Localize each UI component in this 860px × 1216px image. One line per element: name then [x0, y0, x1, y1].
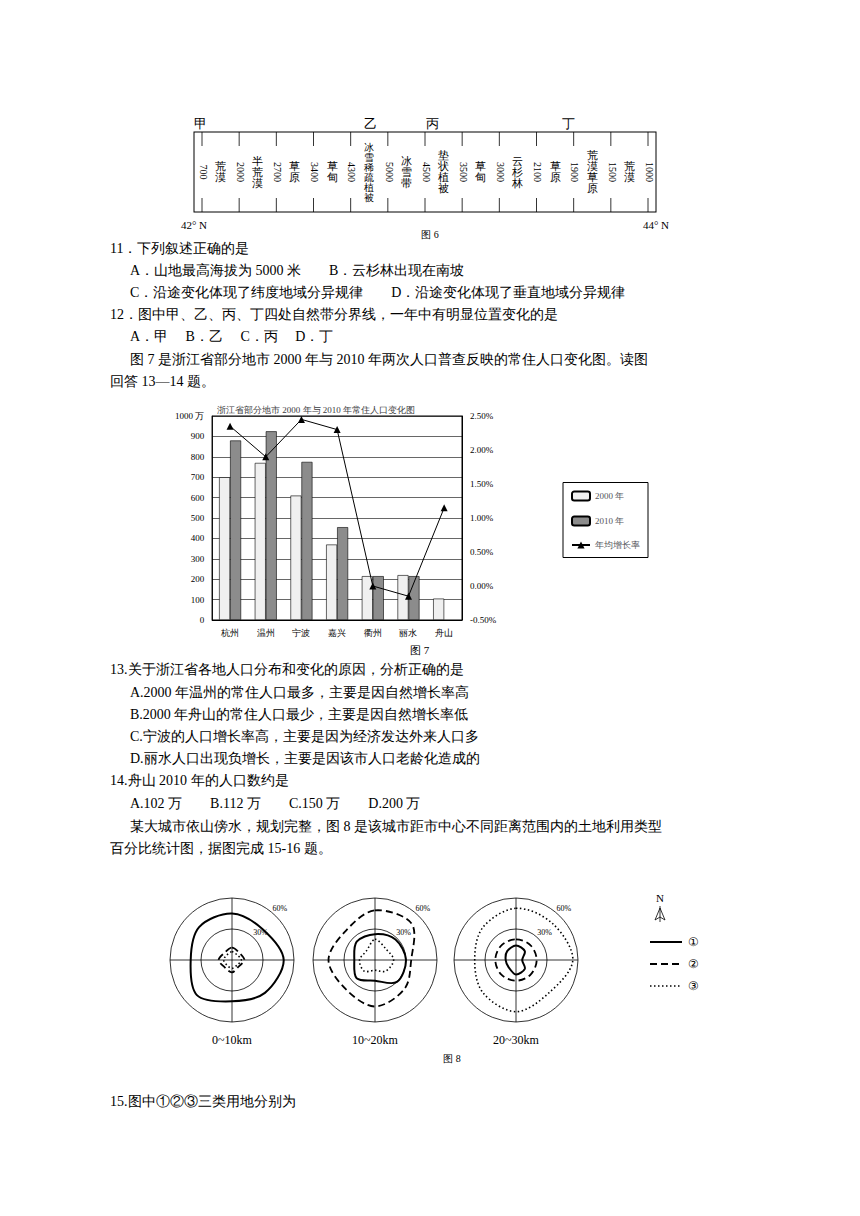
svg-text:1000 万: 1000 万 — [175, 411, 204, 421]
svg-text:丽水: 丽水 — [399, 628, 417, 638]
svg-text:60%: 60% — [556, 904, 571, 913]
svg-text:衢州: 衢州 — [364, 628, 382, 638]
html-text:A.2000 年温州的常住人口最多，主要是因自然增长率高: A.2000 年温州的常住人口最多，主要是因自然增长率高 — [130, 685, 470, 700]
svg-text:10~20km: 10~20km — [352, 1033, 398, 1047]
svg-text:30%: 30% — [396, 928, 411, 937]
svg-text:700: 700 — [191, 472, 205, 482]
svg-text:N: N — [656, 892, 664, 904]
svg-text:丁: 丁 — [562, 116, 575, 131]
svg-text:杭州: 杭州 — [220, 628, 239, 638]
html-text:15.图中①②③三类用地分别为: 15.图中①②③三类用地分别为 — [110, 1094, 296, 1109]
svg-text:300: 300 — [191, 554, 205, 564]
html-text:百分比统计图，据图完成 15-16 题。: 百分比统计图，据图完成 15-16 题。 — [110, 841, 332, 856]
svg-text:舟山: 舟山 — [435, 628, 453, 638]
svg-text:荒漠: 荒漠 — [215, 160, 226, 183]
html-text:C．沿途变化体现了纬度地域分异规律 D．沿途变化体现了垂直地: C．沿途变化体现了纬度地域分异规律 D．沿途变化体现了垂直地域分异规律 — [130, 285, 626, 300]
svg-text:200: 200 — [191, 574, 205, 584]
html-text:图 7 是浙江省部分地市 2000 年与 2010 年两次人: 图 7 是浙江省部分地市 2000 年与 2010 年两次人口普查反映的常住人口… — [130, 352, 648, 367]
html-text:A.102 万 B.112 万 C.150 万 D.200: A.102 万 B.112 万 C.150 万 D.200 万 — [130, 796, 421, 811]
svg-text:3500: 3500 — [458, 162, 469, 182]
svg-text:垫状植被: 垫状植被 — [437, 149, 449, 194]
svg-text:2.00%: 2.00% — [470, 445, 494, 455]
svg-text:1.00%: 1.00% — [470, 513, 494, 523]
svg-text:1900: 1900 — [569, 162, 580, 182]
svg-text:1500: 1500 — [607, 162, 618, 182]
svg-text:2700: 2700 — [272, 162, 283, 182]
svg-text:2000 年: 2000 年 — [595, 491, 624, 501]
svg-text:30%: 30% — [537, 928, 552, 937]
html-text:A．山地最高海拔为 5000 米 B．云杉林出现在南坡: A．山地最高海拔为 5000 米 B．云杉林出现在南坡 — [130, 263, 465, 278]
svg-text:荒漠: 荒漠 — [624, 160, 635, 183]
svg-text:图 8: 图 8 — [443, 1053, 461, 1064]
svg-text:2100: 2100 — [532, 162, 543, 182]
html-text:D.丽水人口出现负增长，主要是因该市人口老龄化造成的: D.丽水人口出现负增长，主要是因该市人口老龄化造成的 — [130, 751, 480, 766]
svg-text:44° N: 44° N — [643, 219, 669, 231]
svg-text:400: 400 — [191, 533, 205, 543]
svg-text:60%: 60% — [415, 904, 430, 913]
html-text:图 7: 图 7 — [410, 644, 430, 656]
html-text:11．下列叙述正确的是: 11．下列叙述正确的是 — [110, 241, 250, 256]
html-text:A．甲 B．乙 C．丙 D．丁: A．甲 B．乙 C．丙 D．丁 — [130, 329, 334, 344]
svg-text:草甸: 草甸 — [475, 160, 486, 183]
svg-text:冰雪带: 冰雪带 — [401, 155, 412, 189]
svg-text:①: ① — [688, 935, 699, 949]
svg-text:0~10km: 0~10km — [212, 1033, 252, 1047]
svg-text:嘉兴: 嘉兴 — [328, 628, 346, 638]
svg-text:5000: 5000 — [384, 162, 395, 182]
svg-text:年均增长率: 年均增长率 — [595, 540, 640, 550]
svg-text:2010 年: 2010 年 — [595, 516, 624, 526]
svg-text:②: ② — [688, 957, 699, 971]
svg-text:500: 500 — [191, 513, 205, 523]
svg-text:云杉林: 云杉林 — [511, 155, 523, 189]
svg-text:1.50%: 1.50% — [470, 479, 494, 489]
svg-text:丙: 丙 — [426, 116, 439, 131]
svg-text:图 6: 图 6 — [421, 229, 439, 240]
svg-text:1000: 1000 — [644, 162, 655, 182]
svg-text:半荒漠: 半荒漠 — [252, 155, 263, 189]
svg-text:2.50%: 2.50% — [470, 411, 494, 421]
svg-text:3400: 3400 — [309, 162, 320, 182]
html-text:12．图中甲、乙、丙、丁四处自然带分界线，一年中有明显位置变: 12．图中甲、乙、丙、丁四处自然带分界线，一年中有明显位置变化的是 — [110, 307, 558, 322]
svg-text:草原: 草原 — [289, 160, 300, 183]
svg-text:0.00%: 0.00% — [470, 581, 494, 591]
svg-text:4300: 4300 — [346, 162, 357, 182]
html-text:C.宁波的人口增长率高，主要是因为经济发达外来人口多: C.宁波的人口增长率高，主要是因为经济发达外来人口多 — [130, 729, 479, 744]
svg-text:荒漠草原: 荒漠草原 — [587, 149, 598, 194]
svg-text:③: ③ — [688, 979, 699, 993]
svg-text:草原: 草原 — [550, 160, 561, 183]
svg-text:浙江省部分地市 2000 年与 2010 年常住人口变化图: 浙江省部分地市 2000 年与 2010 年常住人口变化图 — [217, 405, 415, 415]
html-text:14.舟山 2010 年的人口数约是: 14.舟山 2010 年的人口数约是 — [110, 773, 289, 788]
svg-text:20~30km: 20~30km — [493, 1033, 539, 1047]
svg-text:60%: 60% — [272, 904, 287, 913]
svg-text:温州: 温州 — [257, 628, 275, 638]
html-text:回答 13—14 题。: 回答 13—14 题。 — [110, 374, 215, 389]
html-text:13.关于浙江省各地人口分布和变化的原因，分析正确的是: 13.关于浙江省各地人口分布和变化的原因，分析正确的是 — [110, 662, 464, 677]
svg-text:3000: 3000 — [495, 162, 506, 182]
svg-text:冰雪稀疏植被: 冰雪稀疏植被 — [364, 142, 374, 203]
svg-text:宁波: 宁波 — [292, 628, 310, 638]
svg-text:0.50%: 0.50% — [470, 547, 494, 557]
svg-text:乙: 乙 — [364, 116, 377, 131]
svg-text:2000: 2000 — [235, 162, 246, 182]
html-text:B.2000 年舟山的常住人口最少，主要是因自然增长率低: B.2000 年舟山的常住人口最少，主要是因自然增长率低 — [130, 707, 469, 722]
svg-text:甲: 甲 — [194, 116, 207, 131]
svg-text:-0.50%: -0.50% — [470, 615, 497, 625]
svg-text:30%: 30% — [253, 927, 268, 937]
svg-text:42° N: 42° N — [181, 219, 207, 231]
svg-text:700: 700 — [198, 165, 209, 180]
svg-text:4500: 4500 — [421, 162, 432, 182]
svg-text:900: 900 — [191, 431, 205, 441]
svg-text:800: 800 — [191, 452, 205, 462]
svg-text:100: 100 — [191, 595, 205, 605]
svg-text:0: 0 — [200, 615, 205, 625]
svg-text:草甸: 草甸 — [327, 160, 338, 183]
svg-text:600: 600 — [191, 493, 205, 503]
html-text:某大城市依山傍水，规划完整，图 8 是该城市距市中心不同距离: 某大城市依山傍水，规划完整，图 8 是该城市距市中心不同距离范围内的土地利用类型 — [130, 819, 662, 834]
